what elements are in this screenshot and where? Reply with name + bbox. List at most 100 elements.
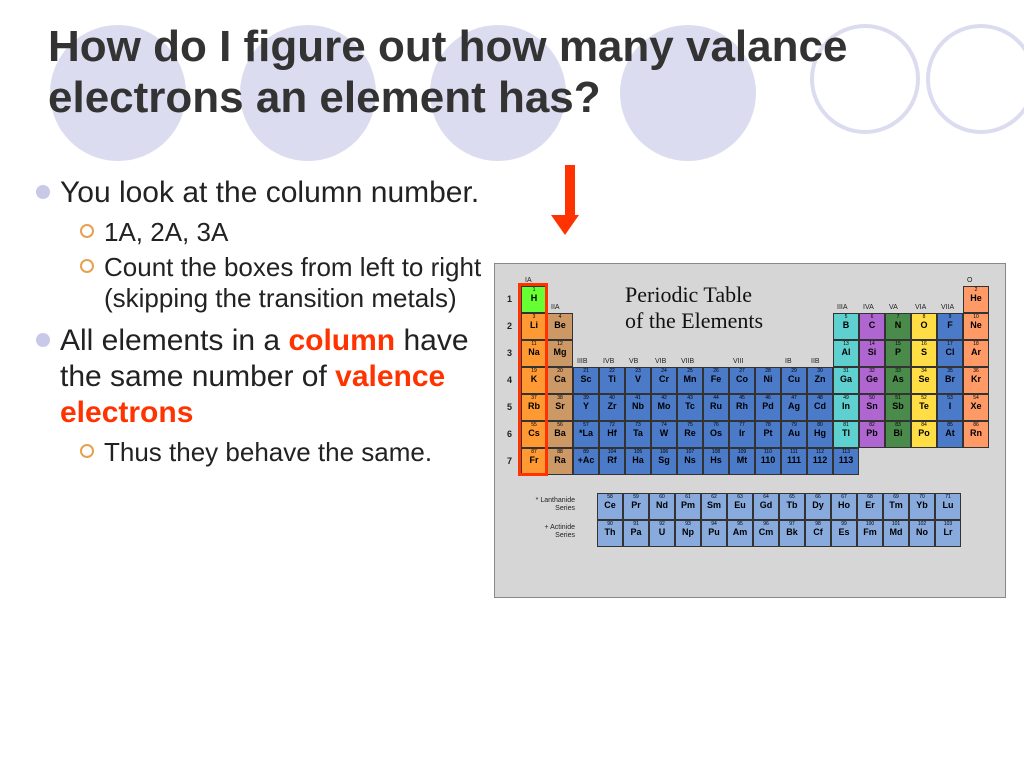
period-label: 3 — [507, 348, 512, 358]
element-cell: 104Rf — [599, 448, 625, 475]
element-cell: 40Zr — [599, 394, 625, 421]
element-cell: 103Lr — [935, 520, 961, 547]
element-cell: 101Md — [883, 520, 909, 547]
element-cell: 86Rn — [963, 421, 989, 448]
element-cell: 98Cf — [805, 520, 831, 547]
element-cell: 45Rh — [729, 394, 755, 421]
element-cell: 64Gd — [753, 493, 779, 520]
element-cell: 52Te — [911, 394, 937, 421]
group-label: VB — [629, 358, 638, 365]
element-cell: 22Ti — [599, 367, 625, 394]
element-cell: 10Ne — [963, 313, 989, 340]
element-cell: 30Zn — [807, 367, 833, 394]
element-cell: 2He — [963, 286, 989, 313]
element-cell: 113113 — [833, 448, 859, 475]
element-cell: 44Ru — [703, 394, 729, 421]
period-label: 4 — [507, 375, 512, 385]
element-cell: 100Fm — [857, 520, 883, 547]
element-cell: 99Es — [831, 520, 857, 547]
bullet-1b: Count the boxes from left to right (skip… — [80, 252, 496, 314]
element-cell: 87Fr — [521, 448, 547, 475]
element-cell: 60Nd — [649, 493, 675, 520]
element-cell: 6C — [859, 313, 885, 340]
element-cell: 66Dy — [805, 493, 831, 520]
element-cell: 13Al — [833, 340, 859, 367]
group-label: IIB — [811, 358, 820, 365]
element-cell: 25Mn — [677, 367, 703, 394]
element-cell: 4Be — [547, 313, 573, 340]
element-cell: 56Ba — [547, 421, 573, 448]
element-cell: 108Hs — [703, 448, 729, 475]
element-cell: 67Ho — [831, 493, 857, 520]
group-label: VIII — [733, 358, 744, 365]
group-label: IB — [785, 358, 792, 365]
element-cell: 82Pb — [859, 421, 885, 448]
element-cell: 26Fe — [703, 367, 729, 394]
element-cell: 89+Ac — [573, 448, 599, 475]
group-label: VIB — [655, 358, 666, 365]
element-cell: 20Ca — [547, 367, 573, 394]
bullet-ring-icon — [80, 224, 94, 238]
element-cell: 47Ag — [781, 394, 807, 421]
element-cell: 7N — [885, 313, 911, 340]
element-cell: 53I — [937, 394, 963, 421]
element-cell: 15P — [885, 340, 911, 367]
element-cell: 70Yb — [909, 493, 935, 520]
bullet-dot-icon — [36, 333, 50, 347]
element-cell: 57*La — [573, 421, 599, 448]
element-cell: 27Co — [729, 367, 755, 394]
group-label: VIIB — [681, 358, 694, 365]
element-cell: 111111 — [781, 448, 807, 475]
element-cell: 12Mg — [547, 340, 573, 367]
bullet-dot-icon — [36, 185, 50, 199]
element-cell: 79Au — [781, 421, 807, 448]
element-cell: 80Hg — [807, 421, 833, 448]
element-cell: 76Os — [703, 421, 729, 448]
element-cell: 48Cd — [807, 394, 833, 421]
element-cell: 107Ns — [677, 448, 703, 475]
group-label: VIIA — [941, 304, 954, 311]
down-arrow-icon — [560, 165, 579, 235]
element-cell: 31Ga — [833, 367, 859, 394]
element-cell: 14Si — [859, 340, 885, 367]
bullet-ring-icon — [80, 444, 94, 458]
period-label: 6 — [507, 429, 512, 439]
element-cell: 46Pd — [755, 394, 781, 421]
group-label: O — [967, 277, 972, 284]
element-cell: 24Cr — [651, 367, 677, 394]
element-cell: 63Eu — [727, 493, 753, 520]
element-cell: 78Pt — [755, 421, 781, 448]
element-cell: 58Ce — [597, 493, 623, 520]
group-label: VA — [889, 304, 898, 311]
element-cell: 81Tl — [833, 421, 859, 448]
element-cell: 106Sg — [651, 448, 677, 475]
period-label: 2 — [507, 321, 512, 331]
element-cell: 9F — [937, 313, 963, 340]
element-cell: 97Bk — [779, 520, 805, 547]
actinide-label: + ActinideSeries — [505, 524, 575, 539]
group-label: IVB — [603, 358, 614, 365]
element-cell: 21Sc — [573, 367, 599, 394]
element-cell: 112112 — [807, 448, 833, 475]
periodic-table: Periodic Table of the Elements 1H2He3Li4… — [494, 263, 1006, 598]
bullet-2a: Thus they behave the same. — [80, 437, 496, 468]
body-content: You look at the column number. 1A, 2A, 3… — [36, 175, 496, 472]
element-cell: 83Bi — [885, 421, 911, 448]
element-cell: 43Tc — [677, 394, 703, 421]
element-cell: 91Pa — [623, 520, 649, 547]
bullet-2: All elements in a column have the same n… — [36, 323, 496, 431]
element-cell: 94Pu — [701, 520, 727, 547]
element-cell: 32Ge — [859, 367, 885, 394]
group-label: IVA — [863, 304, 874, 311]
group-label: VIA — [915, 304, 926, 311]
element-cell: 18Ar — [963, 340, 989, 367]
group-label: IIA — [551, 304, 560, 311]
element-cell: 38Sr — [547, 394, 573, 421]
element-cell: 28Ni — [755, 367, 781, 394]
period-label: 7 — [507, 456, 512, 466]
element-cell: 69Tm — [883, 493, 909, 520]
element-cell: 50Sn — [859, 394, 885, 421]
element-cell: 59Pr — [623, 493, 649, 520]
element-cell: 55Cs — [521, 421, 547, 448]
element-cell: 96Cm — [753, 520, 779, 547]
